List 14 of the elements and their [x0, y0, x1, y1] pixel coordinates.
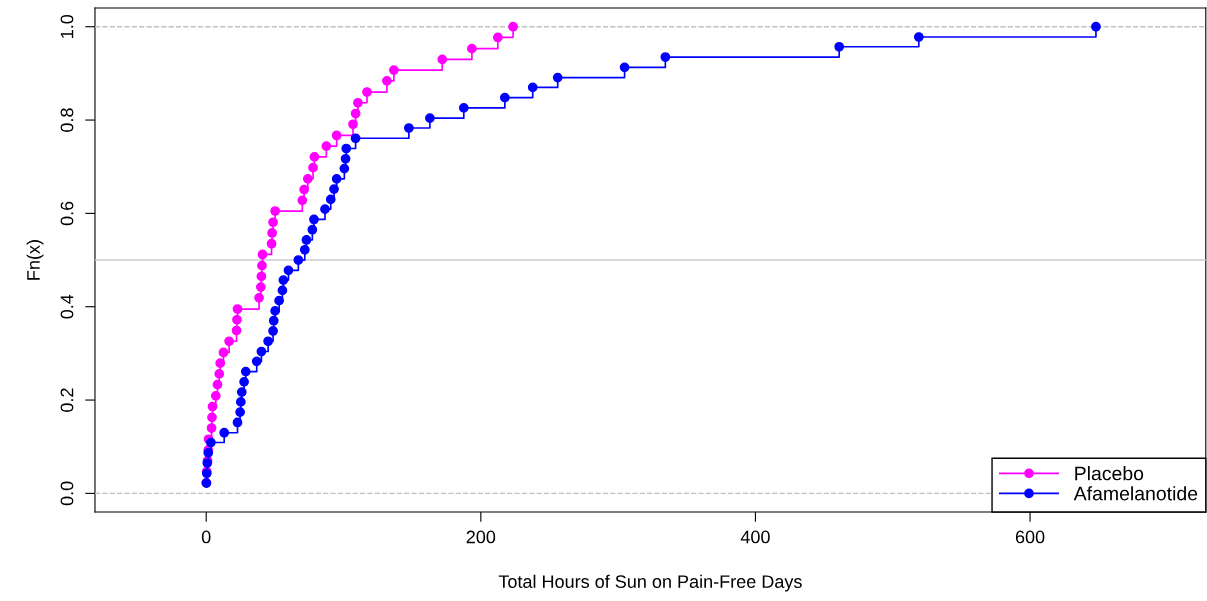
x-tick-label: 600 — [1015, 530, 1045, 544]
x-axis-title: Total Hours of Sun on Pain-Free Days — [498, 574, 802, 592]
x-tick-label: 400 — [740, 530, 770, 544]
y-tick-label: 0.8 — [60, 108, 74, 132]
legend-label: Afamelanotide — [1073, 486, 1198, 501]
x-tick-label: 200 — [466, 530, 496, 544]
y-tick-label: 0.4 — [60, 294, 74, 319]
y-tick-label: 0.6 — [60, 201, 74, 226]
y-tick-label: 1.0 — [60, 14, 74, 38]
legend-label: Placebo — [1075, 466, 1144, 481]
x-tick-label: 0 — [201, 530, 211, 544]
y-tick-label: 0.2 — [60, 388, 74, 412]
y-tick-label: 0.0 — [60, 481, 74, 506]
y-axis-title: Fn(x) — [26, 240, 44, 280]
